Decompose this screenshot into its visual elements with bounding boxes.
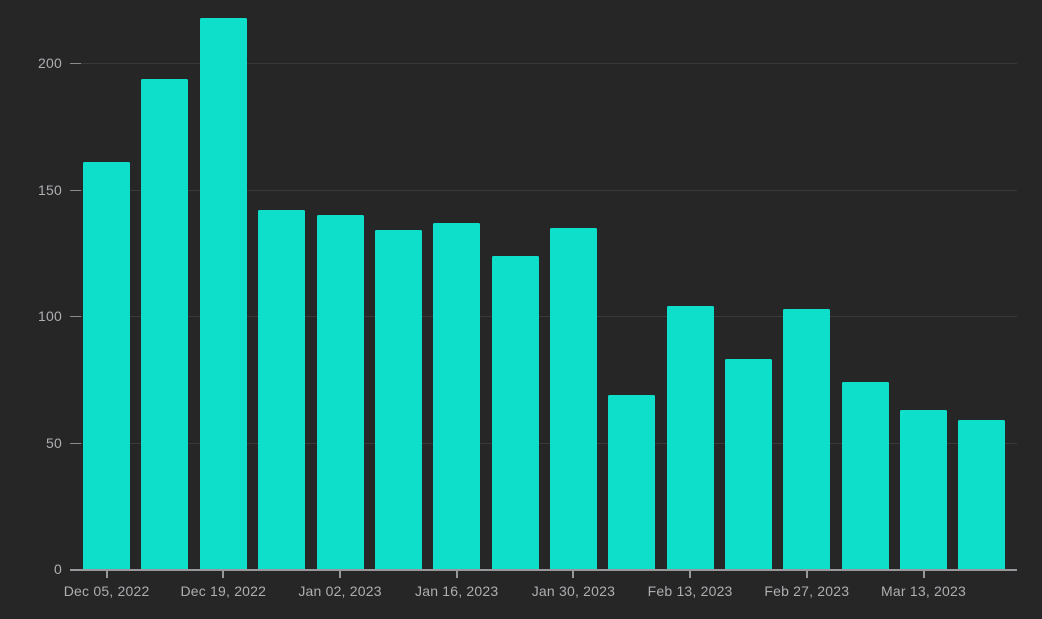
bar[interactable] [549, 227, 597, 569]
y-axis-tick [70, 316, 81, 318]
bar[interactable] [199, 17, 247, 569]
gridline [80, 63, 1017, 65]
x-axis-label: Feb 27, 2023 [764, 583, 850, 599]
bar[interactable] [724, 359, 772, 569]
bar[interactable] [608, 394, 656, 569]
y-axis-label: 50 [46, 434, 62, 451]
bar[interactable] [491, 255, 539, 569]
bar[interactable] [958, 419, 1006, 569]
gridline [80, 316, 1017, 318]
bar[interactable] [141, 78, 189, 569]
y-axis-tick [70, 63, 81, 65]
x-axis-label: Dec 19, 2022 [180, 583, 267, 599]
bar[interactable] [433, 222, 481, 569]
bar[interactable] [374, 230, 422, 569]
x-axis-label: Jan 30, 2023 [531, 583, 616, 599]
y-axis-tick [70, 189, 81, 191]
x-axis-tick [689, 571, 692, 578]
y-axis-label: 200 [38, 55, 62, 72]
x-axis-label: Jan 02, 2023 [298, 583, 382, 599]
x-axis-label: Dec 05, 2022 [63, 583, 150, 599]
x-axis-tick [572, 571, 575, 578]
x-axis-label: Jan 16, 2023 [415, 583, 499, 599]
y-axis-label: 100 [38, 308, 62, 325]
bar[interactable] [900, 409, 947, 569]
x-axis-tick [339, 571, 341, 578]
bar[interactable] [316, 215, 364, 569]
x-axis-label: Feb 13, 2023 [647, 583, 733, 599]
x-axis-tick [805, 571, 808, 578]
x-axis-tick [922, 571, 925, 578]
gridline [80, 189, 1017, 191]
x-axis-baseline [70, 569, 1017, 571]
bar[interactable] [83, 161, 131, 569]
y-axis-label: 150 [38, 181, 62, 198]
gridline [80, 442, 1017, 444]
y-axis-tick [70, 442, 81, 444]
bar[interactable] [258, 210, 306, 569]
bar[interactable] [841, 381, 889, 569]
x-axis-tick [105, 571, 108, 578]
x-axis-tick [222, 571, 225, 578]
y-axis-label: 0 [54, 561, 62, 577]
bar[interactable] [666, 306, 714, 569]
x-axis-tick [455, 571, 458, 578]
bar[interactable] [783, 308, 831, 569]
x-axis-label: Mar 13, 2023 [881, 583, 966, 599]
